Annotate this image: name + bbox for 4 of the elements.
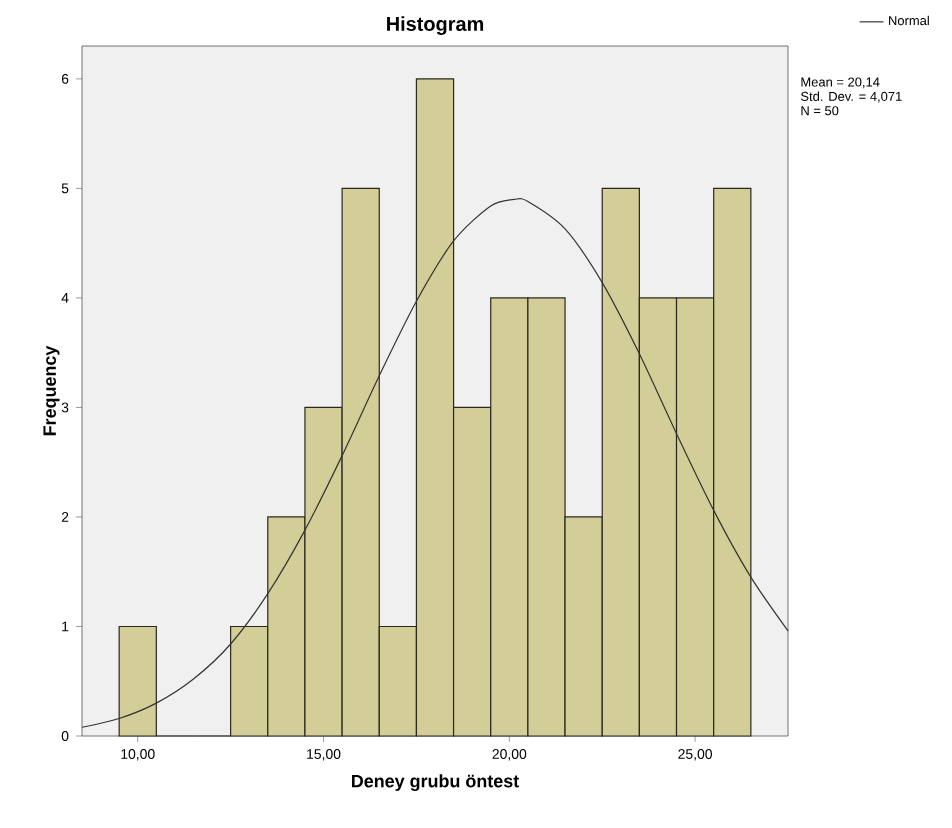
line-series	[81, 198, 789, 728]
chart-title: Histogram	[387, 16, 484, 35]
y-axis-title: Frequency	[43, 345, 60, 436]
x-axis-title: Deney grubu öntest	[352, 774, 519, 792]
